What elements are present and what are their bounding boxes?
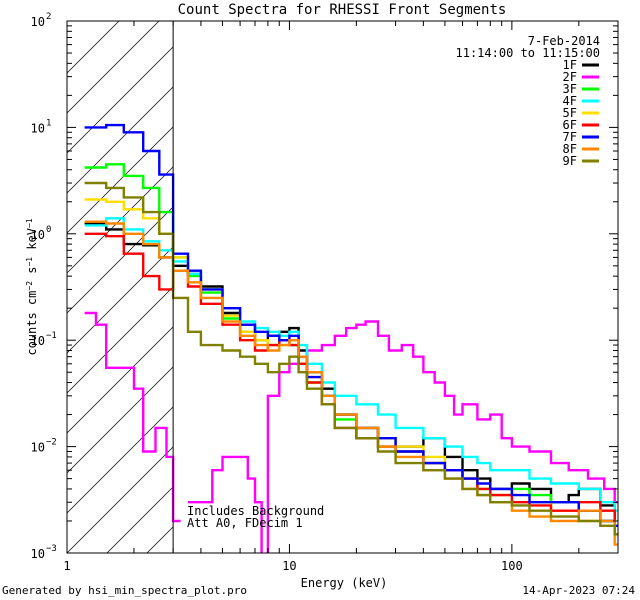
series-line-2f xyxy=(84,311,181,523)
time-range-label: 11:14:00 to 11:15:00 xyxy=(456,46,601,60)
y-axis-label: counts cm−2 s−1 keV−1 xyxy=(25,218,40,355)
y-tick-label: 10 xyxy=(31,334,45,348)
x-axis-label: Energy (keV) xyxy=(301,576,388,590)
annotation-background: Includes Background xyxy=(187,504,324,518)
legend-label-5f: 5F xyxy=(563,106,577,120)
axis-ticks xyxy=(66,20,619,554)
y-tick-label: 10 xyxy=(31,15,45,29)
legend-label-8f: 8F xyxy=(563,142,577,156)
x-tick-labels: 1 10 100 xyxy=(63,559,522,573)
series-line-8f xyxy=(84,220,618,546)
y-tick-exponent: −2 xyxy=(46,438,57,448)
x-tick-label: 10 xyxy=(282,559,296,573)
legend-label-2f: 2F xyxy=(563,70,577,84)
legend-label-1f: 1F xyxy=(563,58,577,72)
legend-label-9f: 9F xyxy=(563,154,577,168)
legend-label-6f: 6F xyxy=(563,118,577,132)
legend-label-3f: 3F xyxy=(563,82,577,96)
y-tick-exponent: 0 xyxy=(46,225,51,235)
legend-label-4f: 4F xyxy=(563,94,577,108)
y-tick-label: 10 xyxy=(31,228,45,242)
plot-frame xyxy=(66,20,619,554)
hatch-line xyxy=(67,21,160,114)
y-tick-label: 10 xyxy=(31,121,45,135)
date-label: 7-Feb-2014 xyxy=(528,34,600,48)
hatch-mask xyxy=(173,21,618,553)
x-tick-label: 100 xyxy=(501,559,523,573)
hatch-line xyxy=(67,21,120,74)
annotation-attenuator: Att A0, FDecim 1 xyxy=(187,516,303,530)
series-line-2f-high xyxy=(188,320,618,553)
hatched-region xyxy=(67,21,640,553)
y-tick-exponent: −1 xyxy=(46,331,57,341)
footer-generated-by: Generated by hsi_min_spectra_plot.pro xyxy=(2,584,248,597)
y-tick-exponent: 2 xyxy=(46,12,51,22)
chart-title: Count Spectra for RHESSI Front Segments xyxy=(178,2,507,18)
x-tick-label: 1 xyxy=(63,559,70,573)
hatch-line xyxy=(67,21,200,154)
series-group xyxy=(84,123,618,553)
series-line-1f xyxy=(84,222,618,536)
hatch-line xyxy=(67,21,240,194)
y-tick-label: 10 xyxy=(31,547,45,561)
hatch-line xyxy=(627,21,640,553)
footer-timestamp: 14-Apr-2023 07:24 xyxy=(522,584,635,597)
series-line-9f xyxy=(84,181,618,536)
y-tick-exponent: −3 xyxy=(46,544,57,554)
legend-label-7f: 7F xyxy=(563,130,577,144)
y-tick-label: 10 xyxy=(31,441,45,455)
series-line-4f xyxy=(84,217,618,512)
y-tick-exponent: 1 xyxy=(46,118,51,128)
